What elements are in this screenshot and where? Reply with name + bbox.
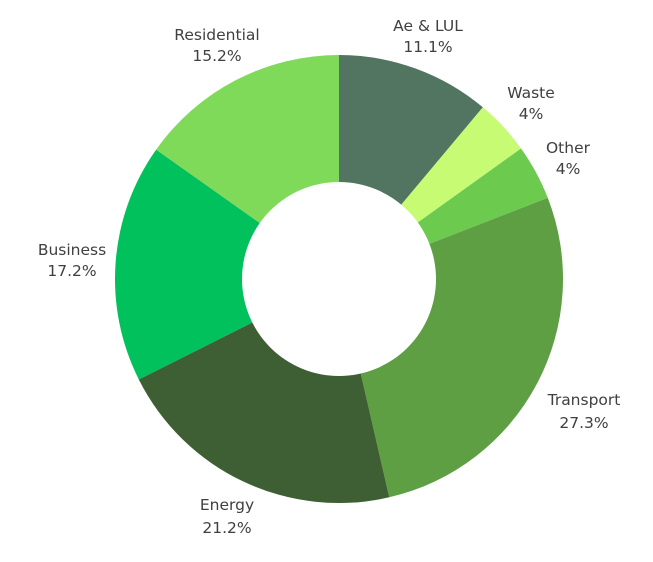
slice-label: Residential (174, 26, 259, 44)
slice-label: Energy (200, 496, 254, 514)
slice-label: Business (38, 241, 106, 259)
donut-hole (242, 182, 436, 376)
slice-value-label: 17.2% (47, 262, 96, 280)
slice-label: Other (546, 139, 591, 157)
slice-label: Ae & LUL (393, 17, 463, 35)
slice-value-label: 11.1% (403, 38, 452, 56)
slice-label: Transport (547, 391, 621, 409)
slice-business (114, 149, 340, 380)
slice-value-label: 4% (556, 160, 581, 178)
slice-value-label: 15.2% (192, 47, 241, 65)
slice-label: Waste (507, 84, 555, 102)
slice-value-label: 4% (519, 105, 544, 123)
slice-value-label: 27.3% (559, 414, 608, 432)
slice-value-label: 21.2% (202, 519, 251, 537)
slice-labels: Ae & LUL11.1%Waste4%Other4%Transport27.3… (38, 17, 621, 537)
